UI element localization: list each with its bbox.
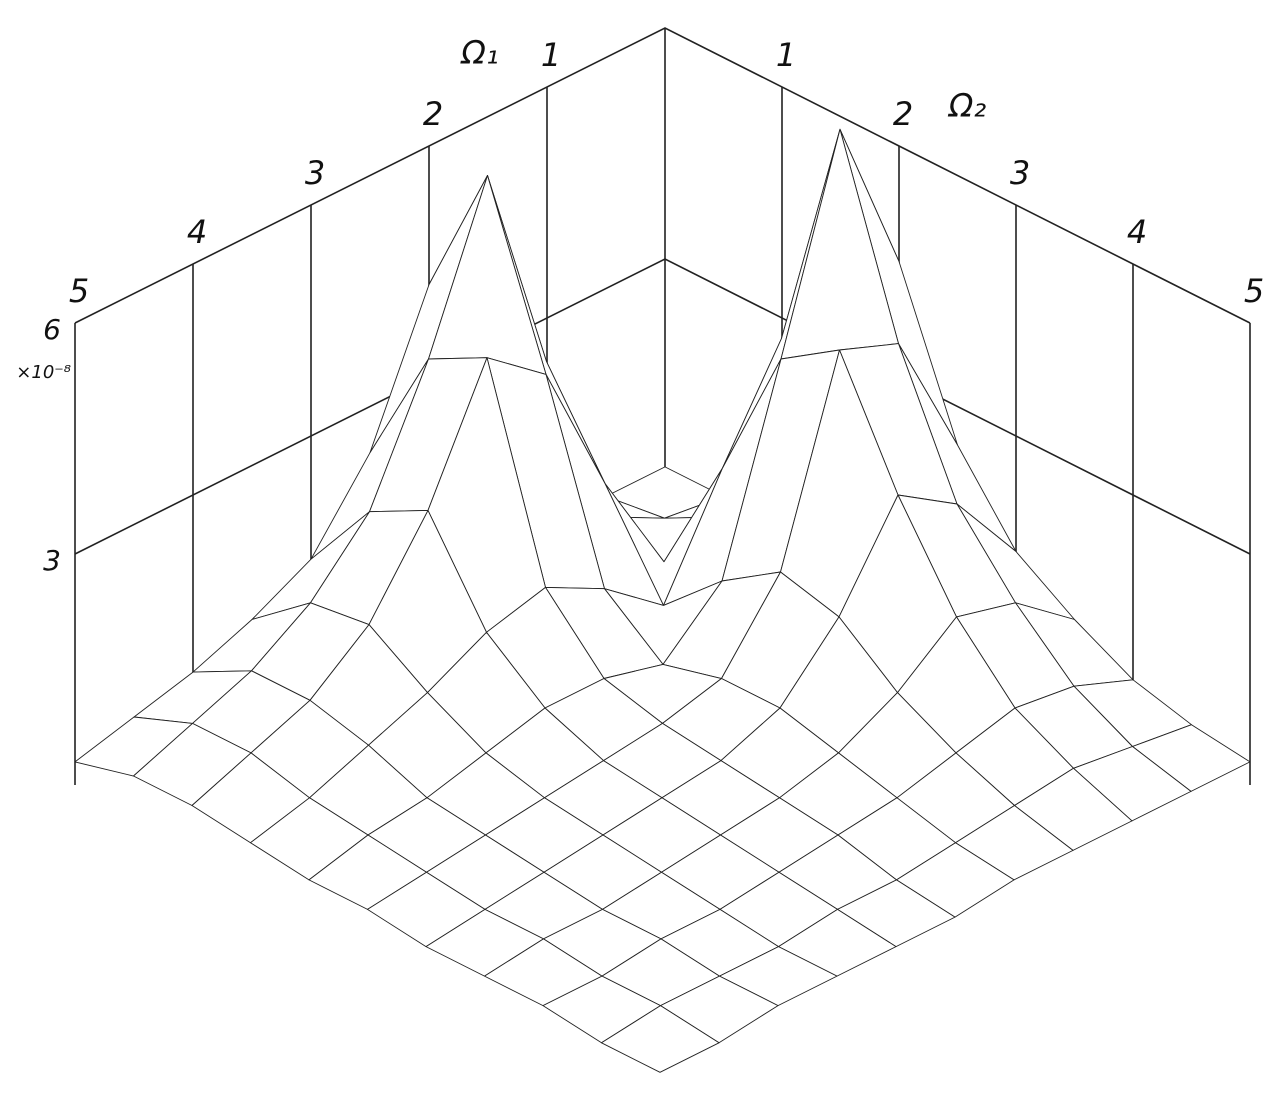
y-tick-label: 5 bbox=[1244, 272, 1264, 310]
x-tick-label: 4 bbox=[187, 213, 207, 251]
page: 36×10⁻⁸1234512345Ω₁Ω₂ (() => { const dat… bbox=[0, 0, 1270, 1102]
y-tick-label: 4 bbox=[1127, 213, 1147, 251]
z-tick-label: 6 bbox=[43, 313, 61, 346]
y-tick-label: 3 bbox=[1010, 154, 1030, 192]
wall-grid-line bbox=[75, 28, 1250, 323]
x-tick-label: 5 bbox=[69, 272, 89, 310]
z-tick-label: 3 bbox=[43, 544, 61, 577]
x-tick-label: 1 bbox=[541, 36, 561, 74]
z-unit-label: ×10⁻⁸ bbox=[16, 362, 71, 383]
y-axis-label: Ω₂ bbox=[947, 87, 986, 125]
x-tick-label: 3 bbox=[305, 154, 325, 192]
x-axis-label: Ω₁ bbox=[459, 34, 498, 72]
y-tick-label: 2 bbox=[893, 95, 913, 133]
x-tick-label: 2 bbox=[423, 95, 443, 133]
chart: 3 6 ×10⁻⁸ 1 2 3 4 5 1 2 3 4 5 Ω₁ Ω₂ bbox=[0, 0, 1270, 1102]
y-tick-label: 1 bbox=[776, 36, 796, 74]
